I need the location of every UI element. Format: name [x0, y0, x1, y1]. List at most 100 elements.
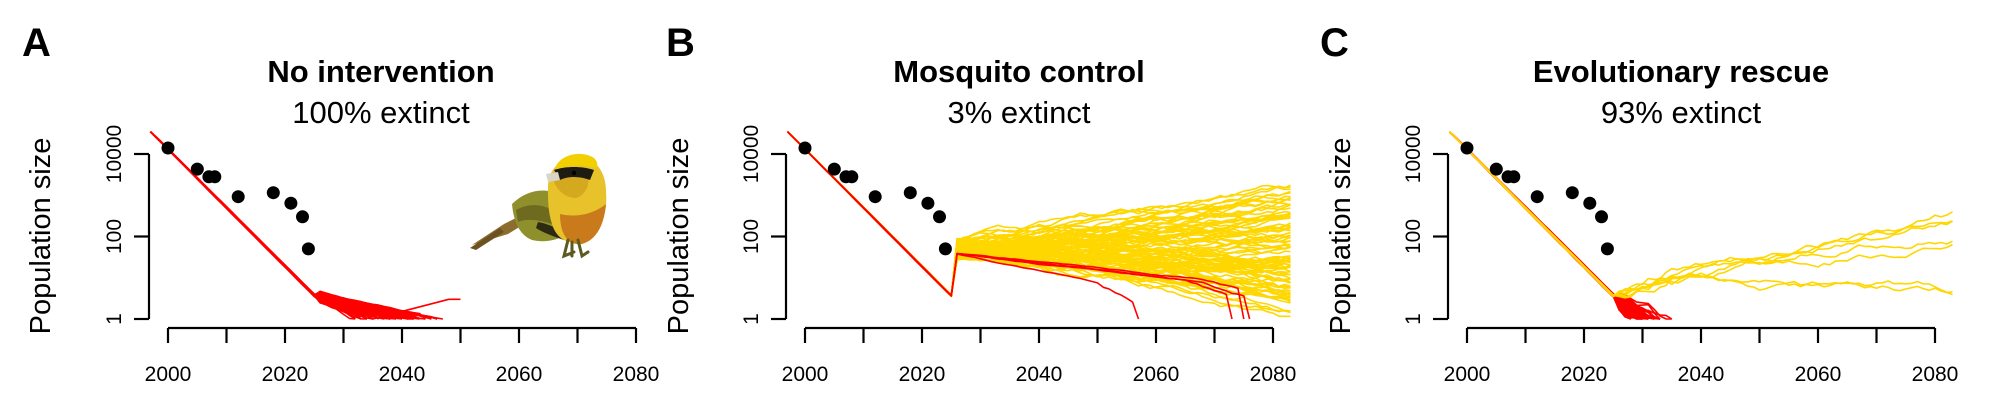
simulation-line-extinct — [149, 131, 414, 320]
simulation-line-extinct — [149, 131, 397, 320]
simulation-line-extinct — [149, 131, 356, 320]
simulation-line-extinct — [149, 131, 403, 320]
simulation-line-extinct — [149, 131, 374, 320]
observed-point — [266, 186, 280, 200]
y-tick-label: 10000 — [103, 125, 126, 183]
bird-feet — [561, 238, 590, 259]
simulation-line-extinct — [149, 131, 373, 320]
observed-point — [231, 190, 245, 204]
observed-points — [161, 141, 315, 256]
simulation-line-extinct — [149, 131, 368, 320]
panel-subtitle: 3% extinct — [947, 95, 1090, 130]
simulation-line-extinct — [149, 131, 415, 320]
simulation-line-extinct — [149, 131, 385, 320]
simulation-line-extinct — [149, 131, 403, 320]
observed-point — [1460, 141, 1474, 155]
panel-subtitle: 93% extinct — [1601, 95, 1762, 130]
simulation-line-extinct — [149, 131, 432, 320]
y-axis-label: Population size — [1325, 138, 1357, 335]
observed-point — [1595, 210, 1608, 224]
simulation-line-extinct — [786, 131, 1251, 320]
simulation-line-extinct — [149, 131, 380, 320]
simulation-line-extinct — [149, 131, 385, 320]
observed-points — [1460, 141, 1614, 256]
x-tick-label: 2060 — [1133, 363, 1180, 386]
simulation-line-extinct — [149, 131, 380, 320]
observed-point — [1565, 186, 1579, 200]
y-axis: 1 100 10000 — [740, 125, 788, 325]
panel-c: C Evolutionary rescue 93% extinct Popula… — [1320, 21, 1958, 386]
simulation-line-extinct — [149, 131, 415, 320]
simulation-line-extinct — [149, 131, 374, 320]
bird-beak — [546, 172, 560, 182]
panel-letter: B — [666, 21, 695, 65]
simulation-line-rescued — [1448, 131, 1953, 297]
x-tick-label: 2000 — [145, 363, 192, 386]
observed-point — [1507, 170, 1521, 184]
x-tick-label: 2040 — [1678, 363, 1725, 386]
simulation-line-extinct — [149, 131, 403, 320]
simulation-line-extinct — [149, 131, 368, 320]
observed-point — [1489, 162, 1503, 176]
bird-belly — [560, 204, 606, 245]
simulation-line-extinct — [149, 131, 397, 320]
observed-point — [284, 196, 298, 210]
simulation-line-rescued — [1448, 131, 1953, 298]
simulation-line-extinct — [149, 131, 356, 320]
observed-point — [868, 190, 882, 204]
y-tick-label: 10000 — [1402, 125, 1425, 183]
x-tick-label: 2060 — [1795, 363, 1842, 386]
simulation-line-extinct — [149, 131, 420, 320]
panel-title: No intervention — [267, 54, 494, 89]
panel-title: Evolutionary rescue — [1533, 54, 1829, 89]
x-tick-label: 2000 — [782, 363, 829, 386]
simulation-line-rescued — [1448, 131, 1953, 296]
observed-point — [301, 242, 315, 256]
bird-tail-feathers — [470, 228, 504, 250]
observed-point — [1583, 196, 1597, 210]
simulation-line-extinct — [149, 131, 368, 320]
x-tick-label: 2040 — [379, 363, 426, 386]
simulation-line-extinct — [149, 131, 391, 320]
x-tick-label: 2020 — [899, 363, 946, 386]
simulation-line-extinct — [149, 131, 391, 320]
panel-subtitle: 100% extinct — [292, 95, 470, 130]
simulation-line-extinct — [149, 131, 368, 320]
simulation-line-extinct — [149, 131, 444, 320]
simulation-line-extinct — [149, 131, 426, 320]
bird-illustration — [470, 153, 607, 259]
panel-letter: A — [22, 21, 51, 65]
bird-eye — [571, 170, 577, 176]
simulation-line-extinct — [149, 131, 391, 320]
simulation-line-rescued — [1448, 131, 1953, 297]
y-tick-label: 1 — [1402, 313, 1425, 325]
x-tick-label: 2020 — [1561, 363, 1608, 386]
simulation-line-extinct — [149, 131, 426, 320]
simulation-line-extinct — [149, 131, 362, 320]
x-axis: 2000 2020 2040 2060 2080 — [1444, 326, 1958, 386]
simulation-line-extinct — [149, 131, 409, 320]
y-tick-label: 1 — [103, 313, 126, 325]
observed-point — [921, 196, 935, 210]
y-tick-label: 1 — [740, 313, 763, 325]
panel-title: Mosquito control — [893, 54, 1144, 89]
x-tick-label: 2040 — [1016, 363, 1063, 386]
simulation-line-extinct — [149, 131, 438, 320]
simulation-line-extinct — [149, 131, 420, 320]
y-tick-label: 10000 — [740, 125, 763, 183]
y-axis-label: Population size — [663, 138, 695, 335]
simulation-lines — [1448, 131, 1953, 320]
panel-b: B Mosquito control 3% extinct Population… — [663, 21, 1296, 386]
y-axis-label: Population size — [25, 138, 57, 335]
simulation-line-extinct — [149, 131, 391, 320]
simulation-line-extinct — [149, 131, 426, 320]
simulation-line-extinct — [149, 131, 362, 320]
observed-point — [798, 141, 812, 155]
simulation-line-extinct — [149, 131, 409, 320]
simulation-line-extinct — [149, 131, 461, 320]
simulation-lines — [149, 131, 461, 320]
bird-crown — [556, 153, 598, 170]
simulation-line-extinct — [149, 131, 432, 320]
simulation-line-extinct — [149, 131, 391, 320]
